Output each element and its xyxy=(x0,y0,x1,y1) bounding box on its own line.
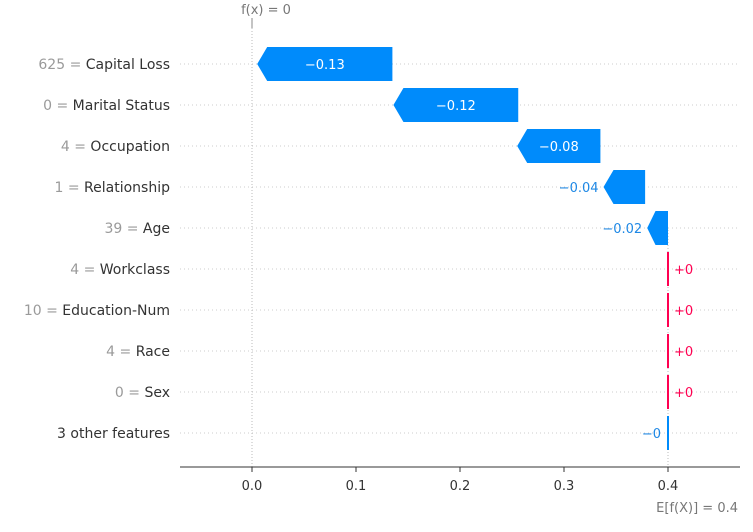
x-tick-label: 0.2 xyxy=(450,479,471,494)
feature-name: Education-Num xyxy=(62,303,170,319)
feature-label: 10 = Education-Num xyxy=(24,303,170,319)
bar-value-label: −0.02 xyxy=(602,222,642,237)
bar-relationship xyxy=(603,170,646,204)
x-tick-label: 0.1 xyxy=(346,479,367,494)
x-tick-label: 0.3 xyxy=(554,479,575,494)
bar-value-label: −0.08 xyxy=(539,140,579,155)
x-tick-label: 0.0 xyxy=(242,479,263,494)
feature-value: 4 = xyxy=(70,262,100,278)
feature-value: 39 = xyxy=(104,221,142,237)
feature-label: 0 = Marital Status xyxy=(43,98,170,114)
output-value-label: f(x) = 0 xyxy=(241,3,291,18)
feature-labels: 625 = Capital Loss 0 = Marital Status 4 = … xyxy=(24,57,170,442)
feature-label: 3 other features xyxy=(57,426,170,442)
feature-value: 1 = xyxy=(55,180,85,196)
feature-label: 1 = Relationship xyxy=(55,180,171,196)
feature-name: Capital Loss xyxy=(86,57,170,73)
feature-name: 3 other features xyxy=(57,426,170,442)
bar-value-label: −0 xyxy=(642,427,661,442)
feature-label: 0 = Sex xyxy=(115,385,170,401)
feature-value: 4 = xyxy=(106,344,136,360)
feature-value: 625 = xyxy=(38,57,85,73)
bar-marital-status xyxy=(393,88,519,122)
feature-name: Marital Status xyxy=(73,98,170,114)
feature-value: 0 = xyxy=(115,385,145,401)
feature-name: Occupation xyxy=(90,139,170,155)
bar-value-label: +0 xyxy=(674,345,693,360)
bar-value-label: −0.13 xyxy=(305,58,345,73)
bar-capital-loss xyxy=(257,47,393,81)
feature-label: 4 = Workclass xyxy=(70,262,170,278)
feature-name: Relationship xyxy=(84,180,170,196)
x-tick-label: 0.4 xyxy=(658,479,679,494)
feature-name: Race xyxy=(136,344,170,360)
feature-value: 10 = xyxy=(24,303,62,319)
feature-label: 625 = Capital Loss xyxy=(38,57,170,73)
feature-label: 4 = Race xyxy=(106,344,170,360)
feature-label: 4 = Occupation xyxy=(61,139,170,155)
feature-value: 0 = xyxy=(43,98,73,114)
bar-age xyxy=(647,211,668,245)
bar-value-label: +0 xyxy=(674,263,693,278)
feature-label: 39 = Age xyxy=(104,221,170,237)
base-value-label: E[f(X)] = 0.4 xyxy=(656,501,738,516)
feature-name: Workclass xyxy=(100,262,170,278)
bar-value-label: +0 xyxy=(674,386,693,401)
reference-lines xyxy=(251,18,669,467)
bar-value-label: +0 xyxy=(674,304,693,319)
bars: −0.13 −0.12 −0.08 −0.04 −0.02 +0 +0 +0 +0 −0 xyxy=(257,47,693,450)
bar-occupation xyxy=(517,129,601,163)
feature-name: Sex xyxy=(144,385,170,401)
bar-value-label: −0.04 xyxy=(559,181,599,196)
x-axis: 0.0 0.1 0.2 0.3 0.4 xyxy=(180,466,740,494)
feature-value: 4 = xyxy=(61,139,91,155)
feature-name: Age xyxy=(143,221,170,237)
bar-value-label: −0.12 xyxy=(436,99,476,114)
